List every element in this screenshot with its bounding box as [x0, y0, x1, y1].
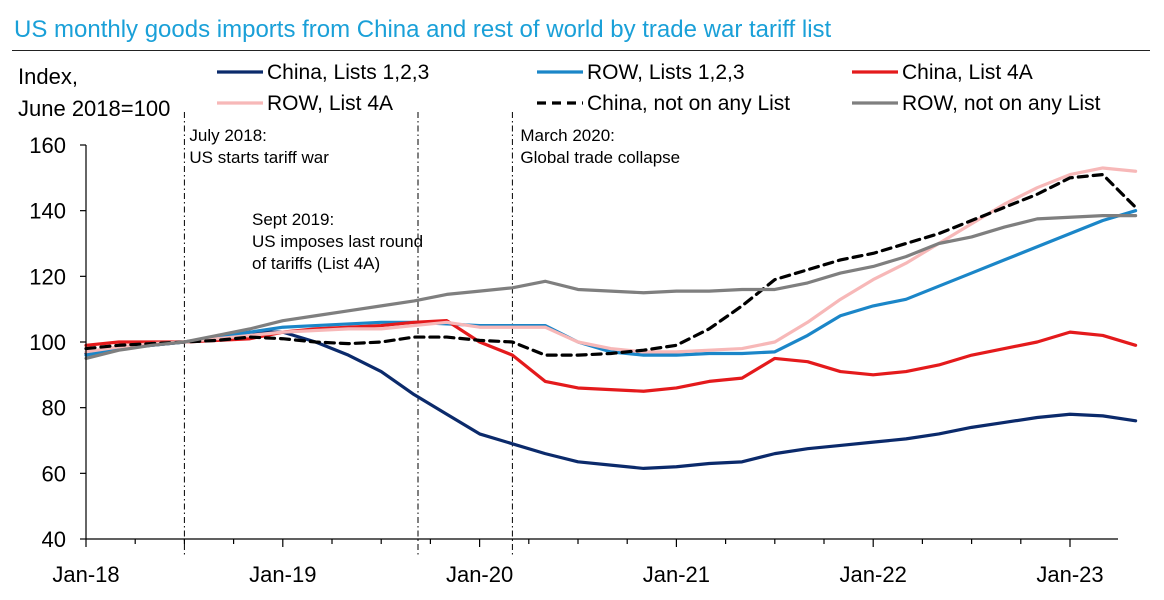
annotation-text: July 2018:: [189, 126, 267, 145]
annotation-text: March 2020:: [520, 126, 615, 145]
x-tick-label: Jan-19: [249, 562, 316, 587]
y-tick-label: 100: [29, 330, 66, 355]
series-line: [84, 330, 1138, 471]
series-line: [84, 166, 1138, 354]
y-tick-label: 140: [29, 199, 66, 224]
y-tick-label: 60: [42, 461, 66, 486]
y-axis-label: Index, June 2018=100: [18, 64, 170, 121]
legend-label: ROW, List 4A: [267, 92, 393, 115]
legend-label: ROW, not on any List: [902, 92, 1101, 115]
annotation-text: US starts tariff war: [189, 148, 329, 167]
annotation-text: US imposes last round: [252, 232, 423, 251]
axes: 40 60 80 100 120 140 160 Jan-18 Jan-19 Jan-20 Jan-…: [29, 133, 1118, 587]
x-tick-label: Jan-23: [1036, 562, 1103, 587]
y-tick-label: 80: [42, 396, 66, 421]
series-line: [84, 213, 1138, 361]
annotations: July 2018: US starts tariff war Sept 2019:…: [183, 112, 680, 555]
legend-label: China, Lists 1,2,3: [267, 61, 429, 84]
series-line: [84, 319, 1138, 393]
legend-label: China, not on any List: [587, 92, 790, 115]
legend-label: China, List 4A: [902, 61, 1033, 84]
series-line: [84, 209, 1138, 357]
x-tick-label: Jan-22: [840, 562, 907, 587]
x-tick-label: Jan-20: [446, 562, 513, 587]
legend-label: ROW, Lists 1,2,3: [587, 61, 745, 84]
y-axis-label-line: Index,: [18, 64, 78, 89]
x-tick-label: Jan-18: [52, 562, 119, 587]
annotation-text: of tariffs (List 4A): [252, 254, 380, 273]
annotation-text: Global trade collapse: [520, 148, 680, 167]
series-layer: [84, 166, 1138, 471]
y-axis-label-line: June 2018=100: [18, 96, 170, 121]
annotation-text: Sept 2019:: [252, 210, 334, 229]
y-tick-label: 40: [42, 527, 66, 552]
title-divider: [12, 50, 1150, 51]
x-tick-label: Jan-21: [643, 562, 710, 587]
y-tick-label: 160: [29, 133, 66, 158]
legend: China, Lists 1,2,3 ROW, Lists 1,2,3 China,…: [217, 61, 1101, 115]
series-line: [84, 172, 1138, 357]
y-tick-label: 120: [29, 264, 66, 289]
chart-title: US monthly goods imports from China and …: [14, 16, 832, 43]
